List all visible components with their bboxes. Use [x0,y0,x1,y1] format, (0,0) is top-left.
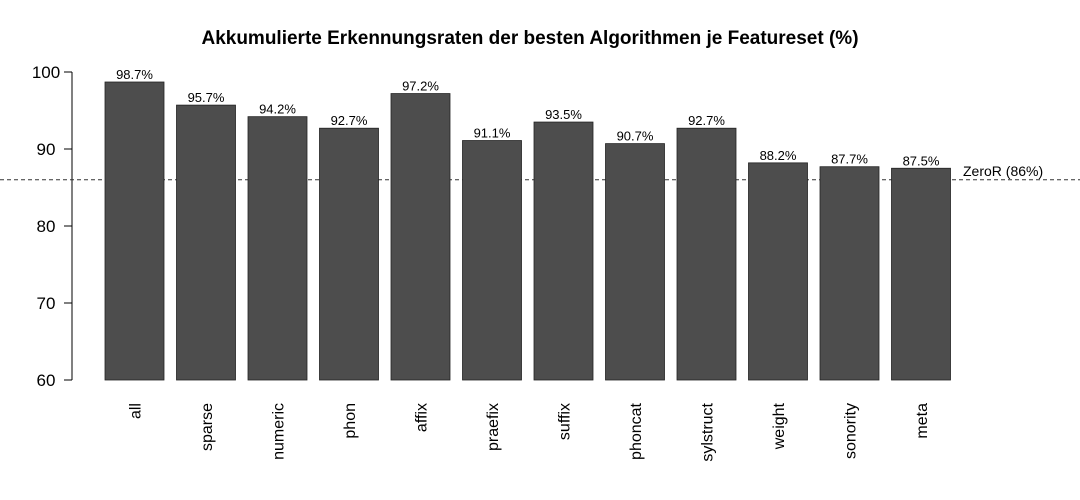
bar-phoncat [605,143,665,381]
category-label-phoncat: phoncat [628,402,645,459]
bar-all [104,81,165,381]
data-label-all: 98.7% [116,67,153,82]
category-label-sylstruct: sylstruct [700,402,717,461]
category-label-phon: phon [342,403,359,439]
y-axis: 60 70 80 90 100 [32,63,73,390]
bar-affix [390,93,451,381]
data-label-praefix: 91.1% [474,126,511,141]
category-label-suffix: suffix [557,403,574,440]
data-label-sylstruct: 92.7% [688,113,725,128]
data-label-sparse: 95.7% [188,90,225,105]
data-label-suffix: 93.5% [545,107,582,122]
category-label-meta: meta [914,403,931,439]
category-label-numeric: numeric [271,403,288,460]
bar-sylstruct [676,127,737,381]
category-label-sonority: sonority [843,403,860,459]
data-label-numeric: 94.2% [259,102,296,117]
y-tick-label: 90 [37,140,56,159]
bar-weight [748,162,808,381]
category-label-praefix: praefix [485,403,502,451]
data-label-sonority: 87.7% [831,152,868,167]
category-label-sparse: sparse [199,403,216,451]
category-label-weight: weight [771,402,788,450]
category-labels-group: all sparse numeric phon affix praefix suffix ph… [128,402,932,461]
zeror-reference-label: ZeroR (86%) [963,163,1043,179]
bar-suffix [533,121,594,381]
data-label-phoncat: 90.7% [617,129,654,144]
bar-phon [319,127,379,381]
data-label-meta: 87.5% [903,153,940,168]
y-tick-label: 70 [37,294,56,313]
bars-group [104,81,951,381]
category-label-all: all [128,403,145,419]
data-label-affix: 97.2% [402,79,439,94]
y-tick-label: 100 [32,63,60,82]
bar-numeric [247,116,308,381]
bar-sonority [819,166,880,381]
y-tick-label: 80 [37,217,56,236]
data-labels-group: 98.7% 95.7% 94.2% 92.7% 97.2% 91.1% 93.5% 90.7%… [116,67,940,168]
chart-title: Akkumulierte Erkennungsraten der besten … [201,28,858,49]
data-label-phon: 92.7% [331,113,368,128]
bar-sparse [176,104,236,381]
y-tick-label: 60 [37,371,56,390]
category-label-affix: affix [414,403,431,432]
bar-praefix [462,140,522,381]
data-label-weight: 88.2% [760,148,797,163]
bar-meta [891,167,951,381]
